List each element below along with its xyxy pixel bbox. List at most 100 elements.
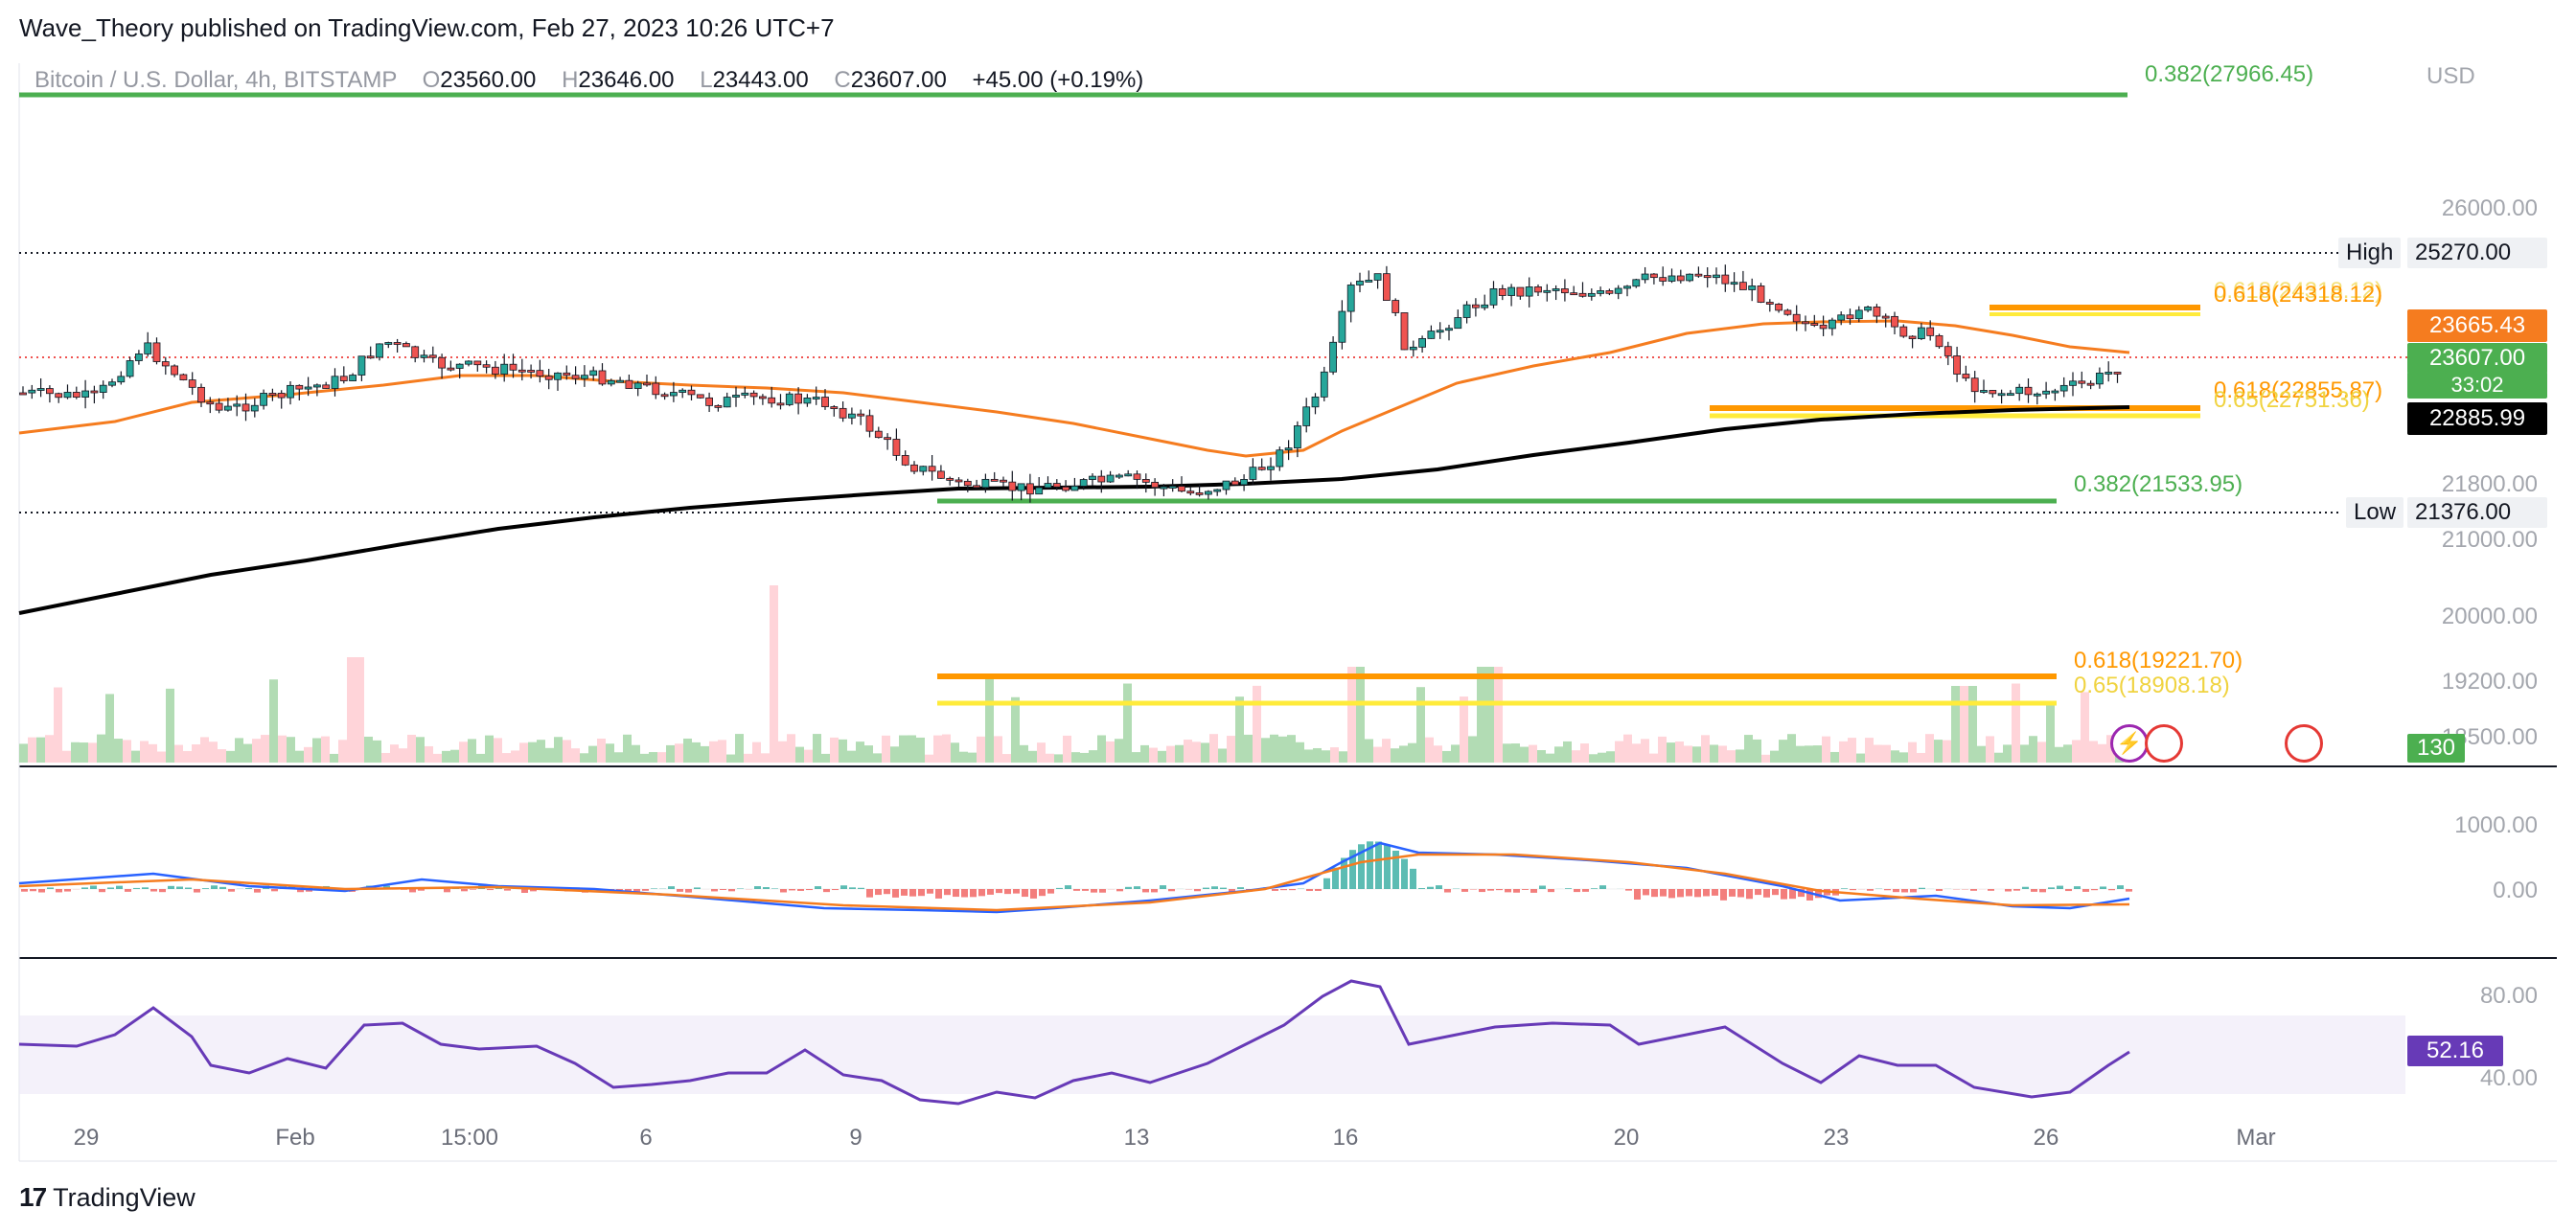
- candle-body: [1659, 277, 1668, 282]
- candle-body: [1899, 326, 1908, 337]
- macd-hist-bar: [228, 889, 235, 892]
- candle-body: [544, 376, 553, 380]
- volume-bar: [80, 742, 88, 763]
- volume-bar: [1063, 735, 1071, 763]
- candle-body: [188, 379, 196, 388]
- candle-body: [1026, 483, 1034, 495]
- candle-body: [937, 470, 945, 479]
- candle-body: [1632, 279, 1641, 287]
- candle-body: [179, 374, 188, 380]
- candle-body: [1373, 273, 1382, 281]
- fib-levels: [19, 92, 2200, 706]
- candle-body: [865, 415, 874, 432]
- candle-body: [1089, 475, 1096, 480]
- candle-body: [571, 375, 580, 379]
- candle-body: [954, 479, 963, 483]
- volume-bar: [2037, 741, 2046, 763]
- candle-body: [1346, 285, 1355, 312]
- volume-bar: [709, 741, 718, 763]
- us-flag-event-icon-2[interactable]: [2285, 724, 2323, 763]
- volume-bar: [933, 735, 942, 763]
- candle-body: [839, 407, 847, 419]
- macd-hist-bar: [815, 886, 821, 889]
- macd-hist-bar: [1988, 889, 1994, 891]
- volume-bar: [1425, 737, 1434, 763]
- candle-body: [1810, 323, 1819, 326]
- us-flag-event-icon[interactable]: [2145, 724, 2183, 763]
- candle-body: [1570, 292, 1578, 296]
- candle-body: [1383, 273, 1391, 301]
- macd-hist-bar: [1116, 889, 1123, 892]
- volume-bar: [1580, 743, 1589, 763]
- volume-bar: [304, 746, 312, 763]
- volume-bar: [1986, 736, 1994, 763]
- macd-hist-bar: [81, 887, 88, 889]
- candle-body: [1703, 275, 1712, 279]
- macd-hist-bar: [185, 887, 192, 889]
- candle-body: [598, 370, 607, 385]
- volume-bar: [1123, 683, 1132, 763]
- macd-hist-bar: [176, 886, 183, 889]
- macd-hist-bar: [202, 888, 209, 889]
- volume-bar: [2063, 744, 2072, 763]
- macd-hist-bar: [194, 889, 200, 893]
- candle-body: [72, 392, 80, 398]
- macd-hist-bar: [970, 889, 977, 898]
- candle-body: [1792, 313, 1801, 323]
- volume-bar: [1399, 745, 1408, 763]
- candle-body: [117, 376, 126, 383]
- candle-body: [1000, 479, 1007, 483]
- macd-hist-bar: [504, 889, 511, 891]
- candle-body: [2059, 384, 2068, 392]
- macd-hist-bar: [1099, 889, 1106, 893]
- macd-hist-bar: [159, 889, 166, 893]
- macd-hist-bar: [245, 887, 252, 889]
- candle-body: [1819, 324, 1828, 330]
- volume-bar: [1675, 741, 1684, 763]
- candle-body: [527, 370, 535, 373]
- rsi-band: [19, 1015, 2405, 1094]
- macd-hist-bar: [1461, 889, 1468, 892]
- macd-hist-bar: [996, 889, 1002, 894]
- last-price-pill: 23607.00: [2407, 343, 2547, 374]
- volume-bar: [1511, 743, 1520, 763]
- volume-bar: [1347, 667, 1356, 763]
- macd-hist-bar: [754, 886, 761, 889]
- macd-hist-bar: [677, 889, 683, 892]
- macd-hist-bar: [1418, 888, 1425, 889]
- volume-bar: [1718, 745, 1727, 763]
- candle-body: [1721, 274, 1730, 285]
- volume-bar: [450, 749, 459, 763]
- macd-hist-bar: [1220, 887, 1227, 889]
- candle-body: [1864, 307, 1872, 311]
- candle-body: [848, 413, 856, 419]
- candle-body: [339, 376, 348, 381]
- macd-hist-bar: [1668, 889, 1675, 899]
- tradingview-logo-icon: 17: [19, 1182, 47, 1212]
- macd-hist-bar: [1919, 887, 1925, 889]
- candle-body: [946, 477, 954, 481]
- candle-body: [1205, 491, 1212, 495]
- candle-body: [670, 392, 678, 397]
- volume-bar: [606, 743, 614, 763]
- candle-body: [126, 360, 134, 377]
- volume-bar: [545, 747, 554, 763]
- volume-bar: [2020, 744, 2029, 763]
- volume-bar: [1115, 739, 1123, 763]
- macd-hist-bar: [1427, 886, 1434, 889]
- lightning-event-icon[interactable]: ⚡: [2110, 724, 2149, 763]
- candle-body: [134, 354, 143, 361]
- macd-hist-bar: [1867, 889, 1874, 891]
- tradingview-brand[interactable]: 17 TradingView: [19, 1182, 196, 1213]
- volume-bar: [140, 741, 149, 763]
- time-tick-23: 23: [1823, 1125, 1850, 1151]
- candle-body: [1614, 287, 1622, 294]
- volume-bar: [770, 585, 778, 763]
- volume-bar: [726, 754, 735, 763]
- volume-bar: [1313, 747, 1322, 763]
- volume-bar: [1710, 744, 1718, 763]
- macd-hist-bar: [530, 889, 537, 892]
- volume-bar: [1753, 739, 1761, 763]
- volume-bar: [1960, 686, 1968, 763]
